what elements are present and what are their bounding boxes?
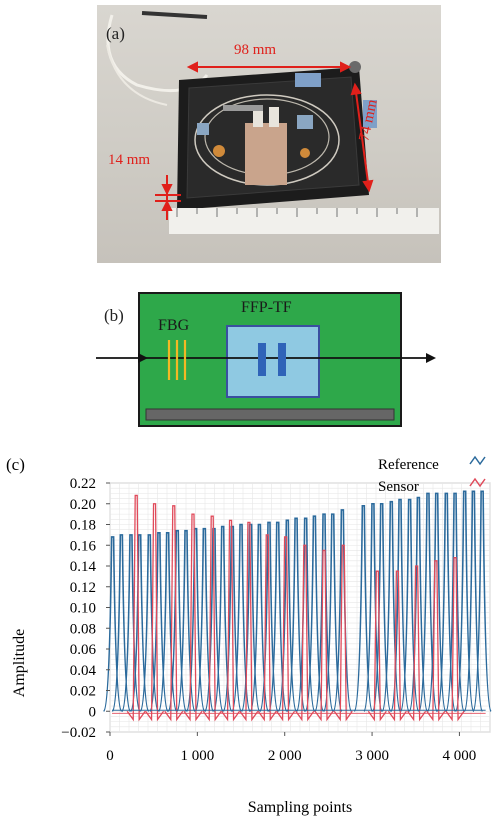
schematic-overlay [96, 340, 436, 421]
y-tick-label: −0.02 [61, 725, 96, 741]
y-tick-label: 0.20 [70, 497, 96, 513]
legend-reference-label: Reference [378, 457, 439, 473]
filter-mirror-left [258, 343, 266, 376]
panel-a-label: (a) [106, 24, 125, 43]
sensor-peak [426, 560, 446, 722]
y-tick-label: 0.12 [70, 580, 96, 596]
reference-peak [259, 521, 279, 713]
y-axis-label: Amplitude [11, 629, 28, 697]
reference-peak [139, 534, 159, 713]
y-tick-label: 0.10 [70, 601, 96, 617]
legend-sensor-label: Sensor [378, 479, 419, 495]
y-tick-label: 0.18 [70, 518, 96, 534]
reference-peak [111, 534, 131, 713]
sensor-peak [445, 557, 465, 722]
x-tick-label: 2 000 [268, 748, 302, 764]
arrow-in-icon [138, 353, 148, 363]
reference-peak [130, 534, 150, 713]
reference-peak [102, 536, 123, 713]
sensor-peak [239, 521, 259, 722]
reference-peak [295, 517, 316, 713]
y-tick-label: 0 [89, 704, 97, 720]
reference-peak [426, 492, 447, 713]
reference-peak [277, 519, 298, 713]
reference-peak [363, 502, 383, 713]
sensor-peak [183, 513, 203, 722]
dimension-height-label: 14 mm [108, 152, 151, 168]
reference-peak [149, 532, 169, 713]
reference-peak [304, 515, 325, 713]
sensor-peak [257, 534, 277, 722]
chart-axes: −0.02 0 0.02 0.04 0.06 0.08 0.10 0.12 0.14 0.16 0.… [61, 476, 476, 764]
sensor-peak [387, 570, 407, 722]
y-tick-label: 0.04 [70, 663, 97, 679]
y-tick-label: 0.14 [70, 559, 97, 575]
y-tick-label: 0.08 [70, 621, 96, 637]
sensor-peak [295, 544, 315, 722]
y-tick-label: 0.02 [70, 684, 96, 700]
y-tick-label: 0.16 [70, 538, 97, 554]
reference-peak [121, 534, 141, 713]
reference-peak [158, 532, 178, 713]
reference-peak [353, 505, 374, 713]
reference-peak [408, 496, 429, 713]
sensor-peak [314, 549, 334, 722]
reference-peak [454, 490, 475, 713]
base-strip [145, 408, 395, 421]
reference-peak [472, 490, 492, 713]
chart-series [102, 490, 492, 722]
fbg-label: FBG [158, 317, 190, 334]
dimension-width-label: 98 mm [234, 42, 277, 58]
x-axis-label: Sampling points [248, 799, 352, 816]
sensor-peak [367, 570, 387, 722]
tunable-filter-box [226, 325, 320, 398]
reference-peak [176, 529, 196, 713]
sensor-peak [407, 565, 427, 722]
reference-peak [381, 500, 402, 713]
sensor-peak [164, 505, 184, 722]
x-tick-label: 1 000 [180, 748, 214, 764]
reference-peak [463, 490, 484, 713]
y-tick-label: 0.06 [70, 642, 97, 658]
legend-reference-swatch [469, 455, 486, 466]
x-tick-label: 0 [106, 748, 114, 764]
sensor-peak [145, 503, 165, 722]
filter-mirror-right [278, 343, 286, 376]
y-tick-label: 0.22 [70, 476, 96, 492]
panel-c-label: (c) [6, 455, 25, 474]
legend-sensor-swatch [469, 477, 486, 488]
sensor-peak [202, 515, 222, 722]
reference-peak [399, 498, 420, 713]
reference-peak [371, 502, 392, 713]
reference-peak [240, 523, 261, 713]
arrow-out-icon [426, 353, 436, 363]
x-tick-label: 4 000 [443, 748, 477, 764]
sensor-peak [126, 494, 146, 722]
reference-peak [314, 513, 334, 713]
reference-peak [167, 529, 187, 713]
tf-label: FFP-TF [241, 299, 292, 316]
reference-peak [445, 492, 465, 713]
reference-peak [222, 525, 242, 713]
panel-b-label: (b) [104, 306, 124, 325]
sensor-peak [333, 544, 353, 722]
x-tick-label: 3 000 [355, 748, 389, 764]
sensor-peak [276, 536, 296, 722]
amplitude-chart: −0.02 0 0.02 0.04 0.06 0.08 0.10 0.12 0.14 0.16 0.… [6, 455, 492, 816]
device-photo-drawing [106, 11, 439, 234]
sensor-peak [221, 519, 241, 722]
reference-peak [332, 509, 353, 713]
device-photo [97, 5, 441, 263]
